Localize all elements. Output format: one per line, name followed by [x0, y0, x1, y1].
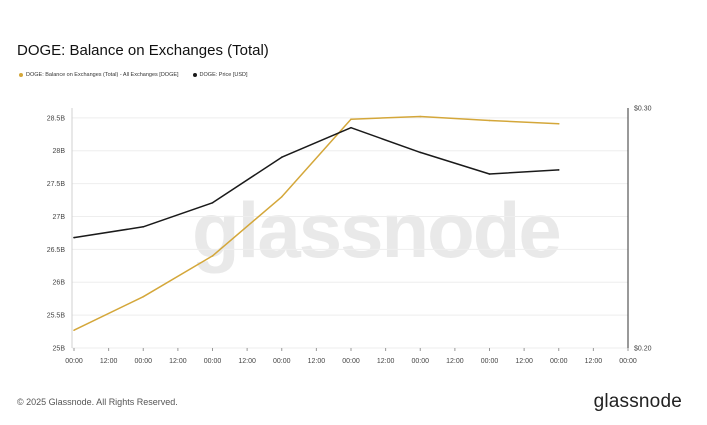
y-left-tick-label: 26.5B: [47, 247, 66, 254]
legend-label-balance: DOGE: Balance on Exchanges (Total) - All…: [26, 72, 179, 78]
y-left-tick-label: 27B: [53, 214, 66, 221]
x-tick-label: 12:00: [585, 358, 603, 365]
legend: DOGE: Balance on Exchanges (Total) - All…: [19, 72, 248, 78]
x-tick-label: 12:00: [515, 358, 533, 365]
x-tick-label: 12:00: [377, 358, 395, 365]
x-tick-label: 00:00: [65, 358, 83, 365]
series-line-price: [73, 126, 559, 239]
data-point-price: [280, 156, 283, 158]
y-left-tick-label: 25B: [53, 346, 66, 353]
data-point-price: [211, 202, 214, 204]
x-tick-label: 12:00: [446, 358, 464, 365]
x-tick-label: 00:00: [411, 358, 429, 365]
x-tick-label: 12:00: [169, 358, 187, 365]
y-left-tick-label: 28B: [53, 148, 66, 155]
x-tick-label: 12:00: [100, 358, 118, 365]
data-point-price: [488, 173, 491, 175]
x-tick-label: 12:00: [308, 358, 326, 365]
data-point-balance: [350, 118, 352, 120]
data-point-price: [142, 226, 145, 228]
y-left-tick-label: 26B: [53, 280, 66, 287]
data-point-balance: [142, 295, 145, 298]
data-point-balance: [557, 122, 560, 125]
chart-title: DOGE: Balance on Exchanges (Total): [17, 42, 269, 59]
data-point-balance: [211, 255, 214, 257]
x-tick-label: 00:00: [134, 358, 152, 365]
y-left-tick-label: 27.5B: [47, 181, 66, 188]
legend-label-price: DOGE: Price [USD]: [199, 72, 248, 78]
y-left-tick-label: 25.5B: [47, 313, 66, 320]
y-right-tick-label: $0.20: [634, 346, 652, 353]
y-right-tick-label: $0.30: [634, 106, 652, 113]
y-left-tick-label: 28.5B: [47, 115, 66, 122]
x-tick-label: 00:00: [273, 358, 291, 365]
data-point-balance: [419, 115, 422, 118]
brand-logo: glassnode: [593, 391, 682, 412]
legend-item-price: DOGE: Price [USD]: [192, 72, 248, 78]
data-point-price: [350, 126, 352, 129]
copyright-text: © 2025 Glassnode. All Rights Reserved.: [17, 397, 178, 407]
series-line-balance: [73, 115, 559, 331]
legend-dot-balance: [19, 73, 23, 77]
x-tick-label: 00:00: [481, 358, 499, 365]
legend-dot-price: [192, 73, 197, 77]
data-point-balance: [73, 329, 75, 332]
legend-item-balance: DOGE: Balance on Exchanges (Total) - All…: [19, 72, 179, 78]
x-tick-label: 00:00: [204, 358, 222, 365]
x-tick-label: 00:00: [342, 358, 360, 365]
x-tick-label: 12:00: [238, 358, 256, 365]
data-point-balance: [488, 119, 491, 122]
x-tick-label: 00:00: [550, 358, 568, 365]
data-point-price: [557, 169, 560, 171]
data-point-balance: [280, 195, 283, 198]
x-tick-label: 00:00: [619, 358, 637, 365]
data-point-price: [419, 151, 422, 154]
data-point-price: [73, 236, 75, 239]
